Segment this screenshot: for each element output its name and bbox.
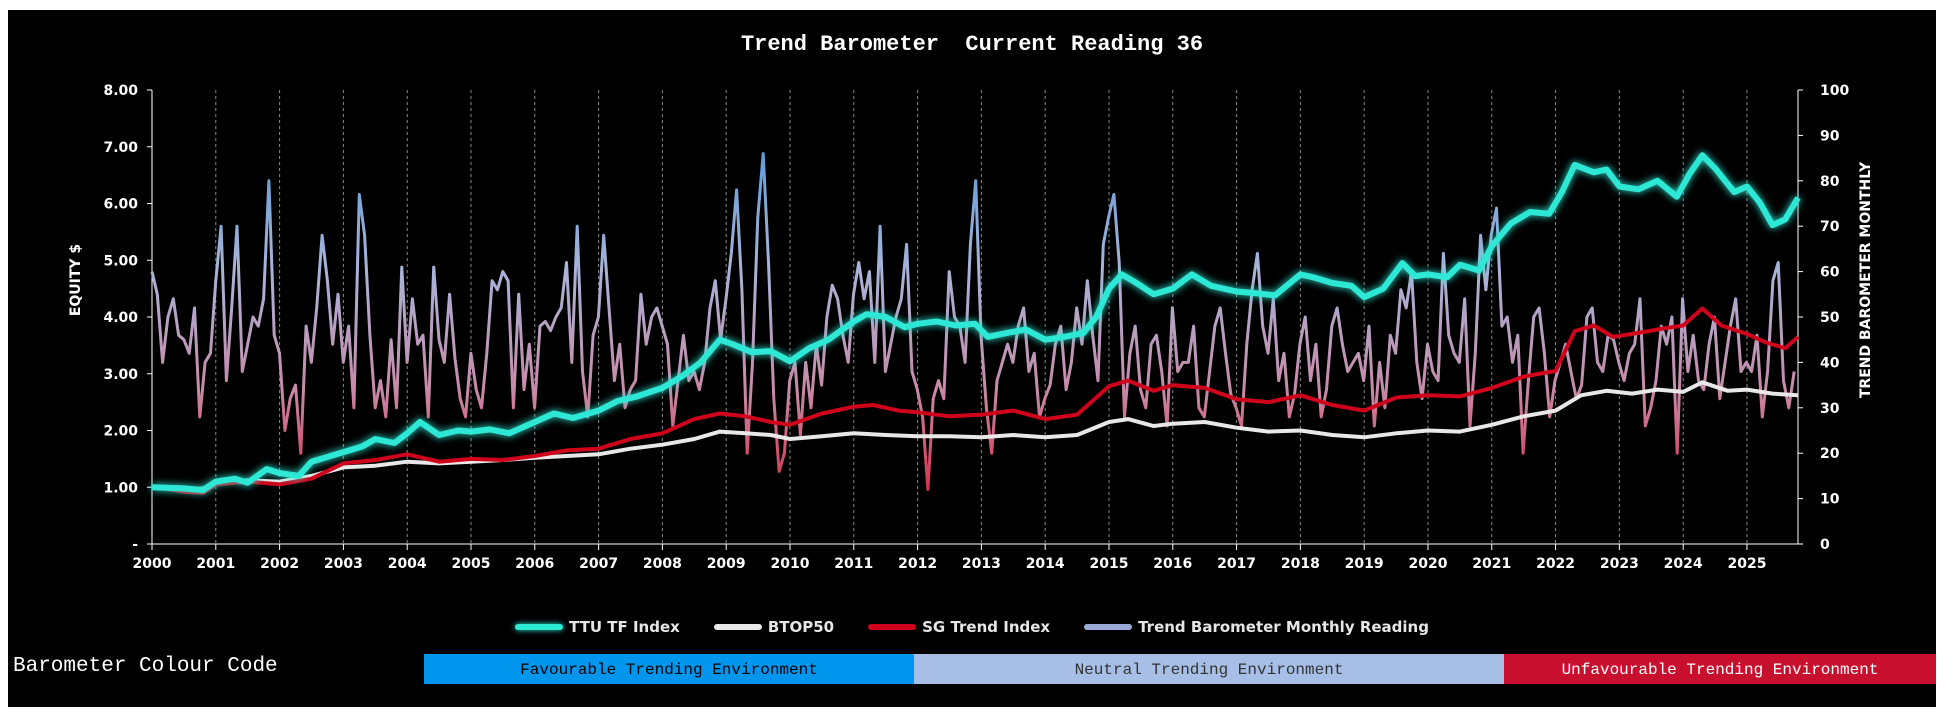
left-axis-label: EQUITY $ [68,244,84,316]
x-tick-label: 2013 [962,556,1001,572]
chart-panel: Trend Barometer Current Reading 36 2000 2… [8,10,1936,707]
legend-label-barometer: Trend Barometer Monthly Reading [1138,618,1429,636]
legend-item-btop50: BTOP50 [713,615,835,639]
x-tick-label: 2011 [834,556,873,572]
legend-label-sg: SG Trend Index [922,618,1051,636]
legend-item-barometer: Trend Barometer Monthly Reading [1084,615,1429,639]
right-tick-label: 60 [1820,265,1840,281]
left-tick-label: 1.00 [103,480,138,496]
colour-code-neutral: Neutral Trending Environment [914,654,1504,684]
colour-code-favourable-text: Favourable Trending Environment [520,661,818,679]
x-tick-label: 2022 [1536,556,1575,572]
x-tick-label: 2012 [898,556,937,572]
colour-code-label: Barometer Colour Code [13,655,278,678]
right-axis-label: TREND BAROMETER MONTHLY [1858,161,1874,398]
right-tick-label: 20 [1820,446,1840,462]
chart-legend: TTU TF Index BTOP50 SG Trend Index Trend… [8,615,1936,639]
left-tick-label: 4.00 [103,310,138,326]
x-tick-label: 2025 [1727,556,1766,572]
x-tick-label: 2005 [452,556,491,572]
colour-code-unfavourable: Unfavourable Trending Environment [1504,654,1936,684]
x-tick-label: 2009 [707,556,746,572]
x-tick-label: 2015 [1089,556,1128,572]
x-tick-label: 2003 [324,556,363,572]
series-line-btop50 [151,380,1799,493]
series-line-ttu-tf [151,152,1801,494]
left-tick-label: 2.00 [103,424,138,440]
right-tick-label: 90 [1820,128,1840,144]
x-tick-label: 2008 [643,556,682,572]
left-tick-label: 7.00 [103,140,138,156]
x-tick-label: 2001 [196,556,235,572]
chart-canvas: Trend Barometer Current Reading 36 2000 2… [68,32,1874,572]
x-tick-label: 2004 [388,556,427,572]
chart-title: Trend Barometer Current Reading 36 [741,32,1203,57]
colour-code-unfavourable-text: Unfavourable Trending Environment [1561,661,1879,679]
right-tick-label: 100 [1820,83,1849,99]
legend-swatch-sg [868,624,917,630]
x-tick-label: 2019 [1345,556,1384,572]
legend-swatch-barometer [1084,624,1133,630]
left-tick-label: 5.00 [103,253,138,269]
right-tick-label: 80 [1820,174,1840,190]
legend-item-sg: SG Trend Index [868,615,1050,639]
colour-code-row: Barometer Colour Code Favourable Trendin… [8,650,1936,684]
right-tick-label: 10 [1820,492,1840,508]
left-tick-label: 8.00 [103,83,138,99]
right-tick-label: 70 [1820,219,1840,235]
x-tick-label: 2021 [1472,556,1511,572]
legend-label-ttu: TTU TF Index [569,618,680,636]
legend-swatch-btop50 [713,624,762,630]
left-tick-label: 3.00 [103,367,138,383]
x-tick-label: 2018 [1281,556,1320,572]
x-tick-label: 2023 [1600,556,1639,572]
series-line-sg-trend [151,306,1800,495]
series-line-trend-barometer [150,152,1796,491]
left-tick-label: - [132,537,138,553]
colour-code-neutral-text: Neutral Trending Environment [1074,661,1344,679]
left-tick-label: 6.00 [103,197,138,213]
legend-swatch-ttu [515,624,564,630]
x-tick-label: 2000 [133,556,172,572]
right-tick-label: 40 [1820,355,1840,371]
x-tick-label: 2007 [579,556,618,572]
x-tick-label: 2024 [1664,556,1703,572]
colour-code-favourable: Favourable Trending Environment [424,654,914,684]
legend-label-btop50: BTOP50 [767,618,835,636]
right-tick-label: 30 [1820,401,1840,417]
x-tick-label: 2016 [1153,556,1192,572]
x-tick-label: 2010 [771,556,810,572]
x-tick-label: 2002 [260,556,299,572]
x-tick-label: 2020 [1408,556,1447,572]
x-tick-label: 2006 [515,556,554,572]
x-tick-label: 2014 [1026,556,1065,572]
legend-item-ttu: TTU TF Index [515,615,680,639]
right-tick-label: 0 [1820,537,1830,553]
x-tick-label: 2017 [1217,556,1256,572]
right-tick-label: 50 [1820,310,1840,326]
